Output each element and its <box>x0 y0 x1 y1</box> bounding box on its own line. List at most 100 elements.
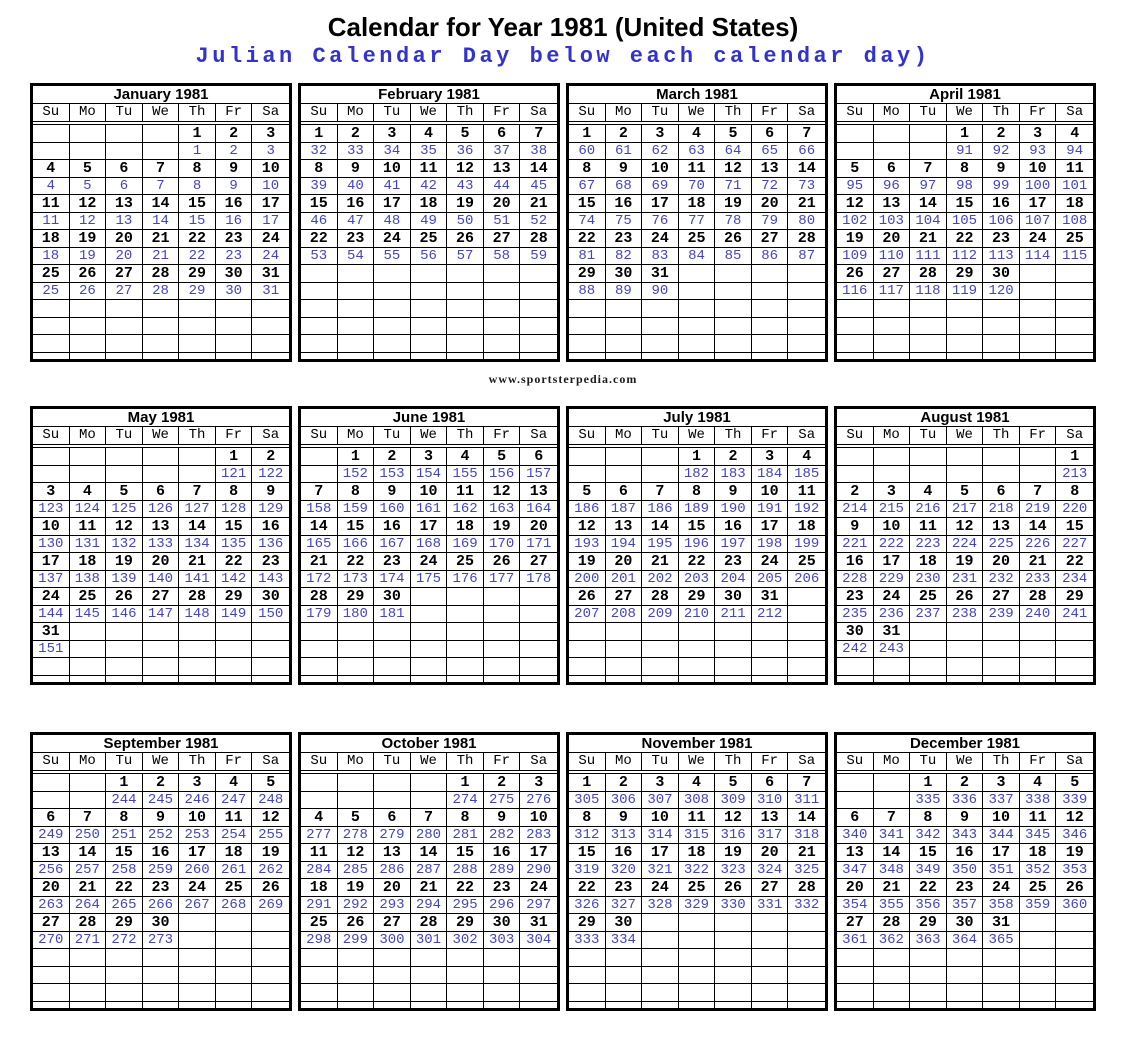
empty-cell <box>374 640 411 658</box>
day-cell: 13 <box>983 518 1020 536</box>
day-cell: 15 <box>569 195 606 213</box>
julian-cell: 169 <box>447 535 484 553</box>
empty-cell <box>569 623 606 641</box>
day-row: 15 16 17 18 19 20 21 <box>301 195 557 213</box>
empty-cell <box>1019 282 1057 300</box>
julian-cell: 100 <box>1019 177 1057 195</box>
julian-cell: 153 <box>374 465 411 483</box>
day-row: 28 29 30 <box>301 588 557 606</box>
day-cell: 28 <box>410 914 448 932</box>
julian-cell: 202 <box>642 570 679 588</box>
day-cell: 21 <box>642 553 679 571</box>
day-cell: 2 <box>215 125 253 143</box>
empty-cell <box>983 640 1020 658</box>
julian-cell: 344 <box>983 826 1020 844</box>
day-cell: 23 <box>337 230 375 248</box>
empty-cell <box>337 949 375 967</box>
month-calendar: February 1981 Su Mo Tu We Th Fr Sa 1 2 3 4 5 6 7 32 33 34… <box>298 83 560 362</box>
day-row: 11 12 13 14 15 16 17 <box>33 195 289 213</box>
day-cell: 25 <box>301 914 338 932</box>
julian-cell: 46 <box>301 212 338 230</box>
empty-cell <box>642 623 679 641</box>
julian-cell: 156 <box>483 465 521 483</box>
day-cell: 17 <box>873 553 911 571</box>
empty-cell <box>301 774 338 792</box>
month-body: 1 2 3 4 5 6 152 153 154 155 156 157 7 8 9 10 11 12 13 158 15… <box>301 448 557 682</box>
day-row: 30 31 <box>837 623 1093 641</box>
day-row: 16 17 18 19 20 21 22 <box>837 553 1093 571</box>
empty-cell <box>605 623 643 641</box>
calendar-grid-row-1: January 1981 Su Mo Tu We Th Fr Sa 1 2 3 1 2 3 4 5 6 7 8 9 10… <box>0 83 1126 362</box>
day-cell: 14 <box>520 160 557 178</box>
empty-cell <box>983 623 1020 641</box>
day-cell: 25 <box>69 588 107 606</box>
empty-cell <box>33 317 70 335</box>
julian-cell: 199 <box>788 536 825 553</box>
empty-cell <box>337 265 375 283</box>
empty-cell <box>605 465 643 483</box>
day-cell: 27 <box>106 265 143 283</box>
weekday-cell: Sa <box>530 427 548 443</box>
empty-cell <box>837 675 874 682</box>
day-cell: 13 <box>374 844 411 862</box>
empty-cell <box>947 675 984 682</box>
empty-cell <box>69 774 107 792</box>
day-cell: 11 <box>1056 160 1093 178</box>
day-row: 7 8 9 10 11 12 13 <box>301 483 557 501</box>
day-cell: 20 <box>520 518 557 536</box>
julian-cell: 341 <box>873 826 911 844</box>
empty-cell <box>873 949 911 967</box>
julian-cell: 186 <box>642 500 679 518</box>
empty-cell <box>910 352 947 359</box>
day-cell: 29 <box>569 265 606 283</box>
julian-cell: 112 <box>946 247 984 265</box>
empty-cell <box>837 335 874 353</box>
empty-cell <box>910 675 947 682</box>
day-cell: 17 <box>179 844 216 862</box>
julian-cell: 51 <box>483 212 521 230</box>
empty-cell <box>606 675 643 682</box>
weekday-cell: Th <box>447 753 484 770</box>
month-body: 1 2 3 4 182 183 184 185 5 6 7 8 9 10 11 186 187 186 189 190… <box>569 448 825 682</box>
empty-cell <box>983 1001 1020 1008</box>
day-cell: 6 <box>33 809 70 827</box>
day-cell: 21 <box>1019 553 1057 571</box>
day-cell: 19 <box>569 553 606 571</box>
weekday-header: Su Mo Tu We Th Fr Sa <box>837 427 1093 445</box>
day-cell: 16 <box>337 195 375 213</box>
day-cell: 26 <box>337 914 375 932</box>
empty-cell <box>752 352 789 359</box>
day-cell: 20 <box>873 230 911 248</box>
julian-cell: 162 <box>447 500 484 518</box>
empty-row <box>569 1001 825 1008</box>
day-cell: 11 <box>69 518 107 536</box>
julian-cell: 57 <box>447 247 484 265</box>
empty-cell <box>678 640 716 658</box>
header-divider <box>301 122 557 125</box>
empty-cell <box>569 448 606 466</box>
empty-cell <box>606 352 643 359</box>
empty-cell <box>252 914 289 932</box>
day-cell: 6 <box>873 160 911 178</box>
day-cell: 12 <box>715 160 752 178</box>
day-row: 26 27 28 29 30 31 <box>569 588 825 606</box>
julian-cell: 268 <box>215 896 253 914</box>
weekday-cell: We <box>947 427 984 444</box>
empty-cell <box>215 300 253 318</box>
julian-cell: 58 <box>483 247 521 265</box>
day-cell: 21 <box>410 879 448 897</box>
julian-cell: 157 <box>520 466 557 483</box>
julian-cell: 69 <box>642 177 679 195</box>
julian-cell: 333 <box>569 931 606 949</box>
julian-cell: 53 <box>301 247 338 265</box>
day-cell: 25 <box>215 879 253 897</box>
empty-cell <box>447 949 484 967</box>
weekday-cell: Su <box>33 427 70 444</box>
empty-cell <box>69 966 107 984</box>
day-cell: 21 <box>142 230 180 248</box>
julian-cell: 86 <box>751 247 789 265</box>
day-cell: 6 <box>483 125 521 143</box>
empty-cell <box>837 300 874 318</box>
day-cell: 7 <box>301 483 338 501</box>
empty-cell <box>410 300 448 318</box>
